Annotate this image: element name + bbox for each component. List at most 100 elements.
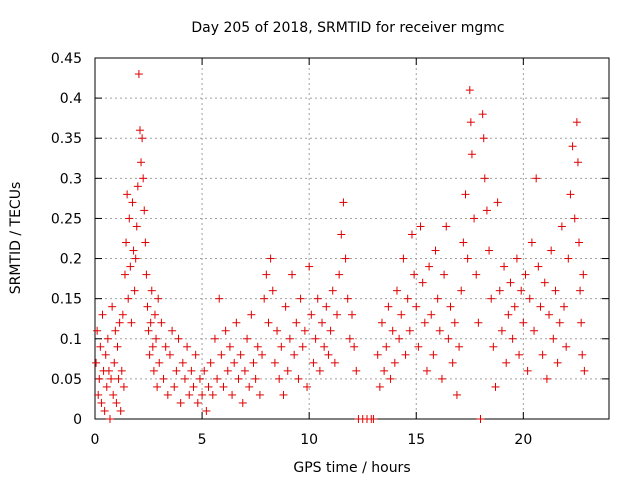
data-point [117,366,126,375]
data-point [240,366,249,375]
data-point [425,262,434,271]
data-point [377,318,386,327]
data-point [538,350,547,359]
data-point [418,278,427,287]
data-point [238,398,247,407]
data-point [150,310,159,319]
data-point [275,374,284,383]
data-point [152,334,161,343]
x-tick-label: 10 [300,432,318,448]
data-point [545,310,554,319]
data-point [491,382,500,391]
data-point [170,382,179,391]
data-point [326,326,335,335]
data-point [200,366,209,375]
data-point [578,350,587,359]
grid-lines [95,58,609,419]
data-point [474,318,483,327]
data-point [300,326,309,335]
data-point [149,366,158,375]
data-point [213,374,222,383]
data-point [579,270,588,279]
data-point [322,302,331,311]
data-point [159,374,168,383]
data-point [459,238,468,247]
data-point [168,326,177,335]
data-point [266,254,275,263]
data-point [540,278,549,287]
data-point [333,310,342,319]
data-point [195,374,204,383]
data-point [230,358,239,367]
data-point [204,382,213,391]
data-point [249,358,258,367]
data-point [198,390,207,399]
data-point [143,302,152,311]
data-point [139,174,148,183]
data-point [560,302,569,311]
data-point [294,374,303,383]
data-point [437,374,446,383]
data-point [147,286,156,295]
data-point [311,334,320,343]
data-point [320,342,329,351]
data-point [576,286,585,295]
data-point [232,318,241,327]
data-point [307,310,316,319]
data-point [94,390,103,399]
data-point [512,254,521,263]
y-tick-label: 0.1 [60,332,82,348]
data-point [258,350,267,359]
data-point [506,278,515,287]
data-point [103,334,112,343]
data-point [140,206,149,215]
x-tick-label: 20 [514,432,532,448]
data-point [268,286,277,295]
data-point [489,342,498,351]
data-point [519,318,528,327]
data-point [183,342,192,351]
data-point [281,302,290,311]
data-point [95,374,104,383]
y-tick-label: 0 [73,412,82,428]
data-point [104,366,113,375]
data-point [134,70,143,79]
data-point [562,342,571,351]
data-point [98,310,107,319]
data-point [225,342,234,351]
data-point [482,206,491,215]
data-point [532,174,541,183]
data-point [553,358,562,367]
data-point [124,294,133,303]
data-point [290,350,299,359]
data-point [452,390,461,399]
data-point [517,286,526,295]
data-point [577,318,586,327]
data-point [502,358,511,367]
data-point [508,334,517,343]
data-point [500,262,509,271]
data-point [549,334,558,343]
data-point [187,366,196,375]
data-point [97,398,106,407]
data-point [279,390,288,399]
data-point [551,286,560,295]
data-point [93,326,102,335]
data-point [345,334,354,343]
data-point [114,374,123,383]
data-point [568,142,577,151]
data-point [219,382,228,391]
data-point [420,318,429,327]
data-point [530,326,539,335]
data-point [442,222,451,231]
data-point [193,398,202,407]
data-point [435,326,444,335]
data-point [180,374,189,383]
data-point [580,366,589,375]
data-point [217,350,226,359]
y-tick-label: 0.3 [60,171,82,187]
data-point [112,398,121,407]
data-point [570,214,579,223]
data-point [234,374,243,383]
x-tick-label: 0 [91,432,100,448]
